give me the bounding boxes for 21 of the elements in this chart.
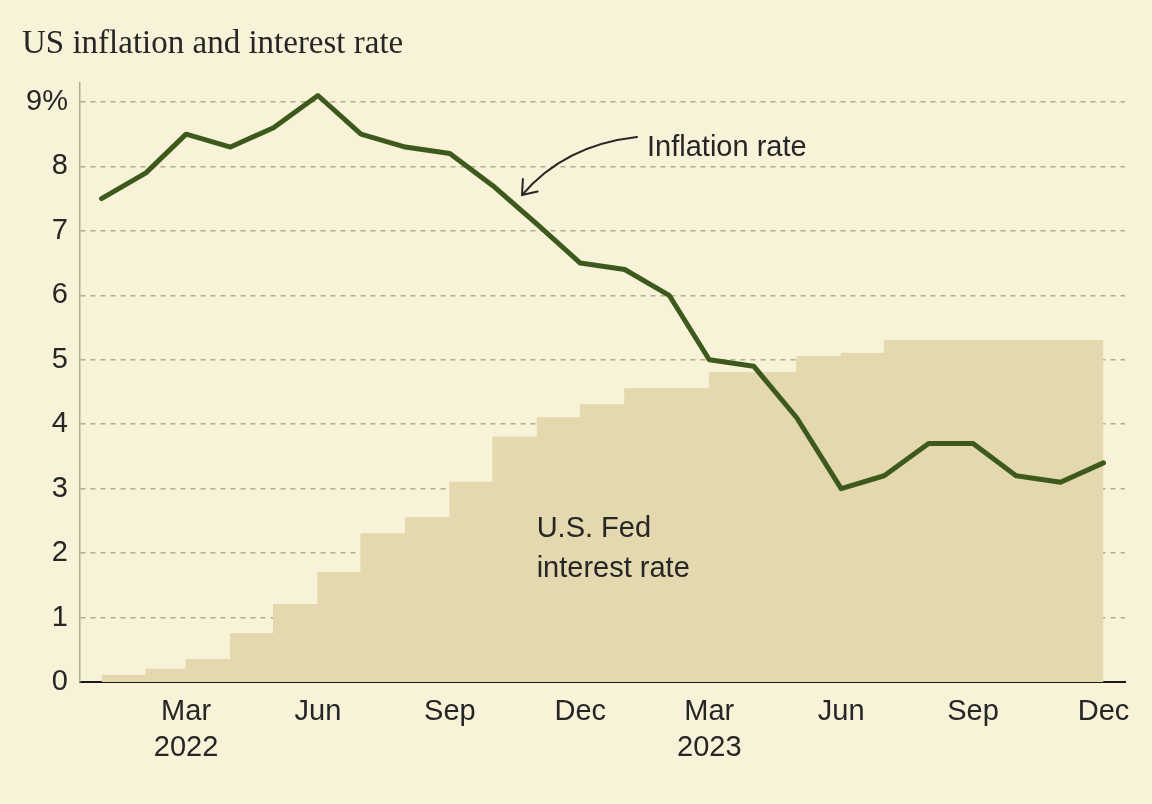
y-tick-label: 2	[51, 535, 68, 568]
x-tick-label: Jun	[817, 693, 865, 726]
x-tick-label: Mar 2023	[677, 693, 742, 762]
x-tick-label: Sep	[947, 693, 999, 726]
x-tick-label: Dec	[1077, 693, 1130, 726]
x-tick-label: Jun	[294, 693, 342, 726]
annotation: Inflation rate	[647, 129, 807, 162]
y-tick-label: 4	[51, 406, 68, 439]
series-label: U.S. Fed interest rate	[536, 511, 690, 584]
y-tick-label: 6	[51, 277, 68, 310]
y-tick-label: 3	[51, 470, 68, 503]
x-tick-label: Sep	[424, 693, 476, 726]
y-tick-label: 5	[51, 341, 68, 374]
x-tick-label: Dec	[554, 693, 607, 726]
x-tick-label: Mar 2022	[153, 693, 219, 762]
y-tick-label: 7	[51, 212, 68, 245]
chart-title: US inflation and interest rate	[22, 24, 404, 61]
y-tick-label: 1	[51, 599, 68, 632]
y-tick-label: 8	[51, 148, 68, 181]
y-tick-label: 9%	[26, 83, 68, 116]
y-tick-label: 0	[51, 664, 68, 696]
